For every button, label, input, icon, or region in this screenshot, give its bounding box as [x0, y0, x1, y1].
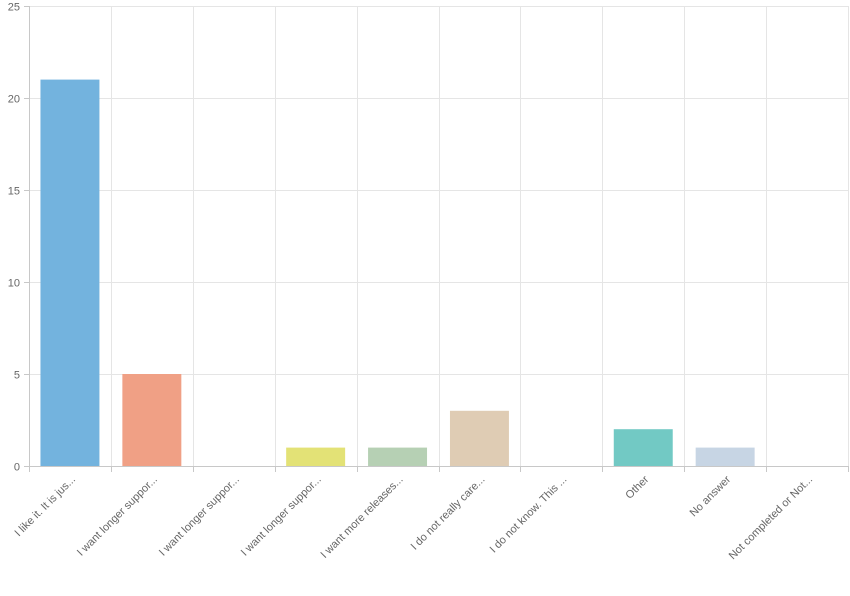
bar-4[interactable]	[368, 447, 428, 466]
bar-5[interactable]	[449, 410, 509, 466]
x-axis-ticks: I like it. It is jus...I want longer sup…	[13, 466, 849, 562]
y-tick-label: 15	[8, 186, 20, 198]
x-tick-label: I like it. It is jus...	[13, 474, 79, 540]
y-axis-ticks: 0 5 10 15 20 25	[8, 2, 29, 474]
x-tick-label: Other	[623, 473, 651, 501]
y-tick-label: 20	[8, 94, 20, 106]
x-tick-label: No answer	[688, 473, 734, 519]
x-tick-label: I want more releases...	[318, 474, 405, 561]
y-tick-label: 10	[8, 278, 20, 290]
x-tick-label: Not completed or Not...	[727, 474, 815, 562]
y-tick-label: 25	[8, 2, 20, 14]
bar-0[interactable]	[40, 79, 100, 466]
y-tick-label: 0	[14, 462, 20, 474]
bar-1[interactable]	[122, 374, 182, 466]
x-tick-label: I want longer suppor...	[75, 474, 160, 559]
y-tick-label: 5	[14, 370, 20, 382]
x-tick-label: I want longer suppor...	[157, 474, 242, 559]
x-tick-label: I want longer suppor...	[239, 474, 324, 559]
bar-layer	[40, 79, 755, 466]
bar-8[interactable]	[695, 447, 755, 466]
bar-7[interactable]	[613, 429, 673, 466]
x-tick-label: I do not really care...	[409, 474, 488, 553]
bar-3[interactable]	[286, 447, 346, 466]
axis-layer	[29, 6, 848, 467]
x-tick-label: I do not know. This ...	[488, 474, 570, 556]
